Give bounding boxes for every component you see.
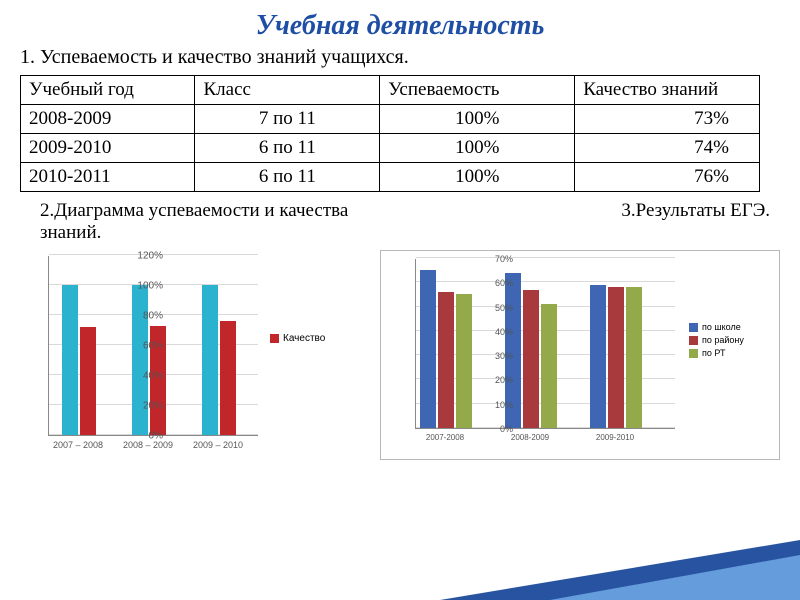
col-class: Класс bbox=[195, 76, 380, 105]
legend-item: по школе bbox=[689, 322, 744, 332]
col-perf: Успеваемость bbox=[380, 76, 575, 105]
bar bbox=[420, 270, 436, 428]
bar bbox=[626, 287, 642, 428]
legend-item: по РТ bbox=[689, 348, 744, 358]
bar bbox=[541, 304, 557, 428]
bar bbox=[590, 285, 606, 428]
chart-ege-results: 0%10%20%30%40%50%60%70% 2007-20082008-20… bbox=[380, 250, 780, 460]
col-qual: Качество знаний bbox=[575, 76, 760, 105]
chart-performance-quality: 0%20%40%60%80%100%120% 2007 – 20082008 –… bbox=[8, 248, 378, 488]
legend-item: по району bbox=[689, 335, 744, 345]
bar bbox=[202, 285, 218, 435]
chart1-legend: Качество bbox=[270, 333, 325, 344]
bar bbox=[132, 285, 148, 435]
bar bbox=[456, 294, 472, 428]
table-header-row: Учебный год Класс Успеваемость Качество … bbox=[21, 76, 760, 105]
section1-label: 1. Успеваемость и качество знаний учащих… bbox=[0, 46, 800, 75]
bar bbox=[220, 321, 236, 435]
section2-label: 2.Диаграмма успеваемости и качества знан… bbox=[40, 200, 370, 244]
corner-decoration-front bbox=[550, 555, 800, 600]
col-year: Учебный год bbox=[21, 76, 195, 105]
charts-area: 0%20%40%60%80%100%120% 2007 – 20082008 –… bbox=[0, 248, 800, 518]
section3-label: 3.Результаты ЕГЭ. bbox=[621, 200, 770, 244]
legend-item: Качество bbox=[270, 333, 325, 344]
table-row: 2010-20116 по 11100%76% bbox=[21, 163, 760, 192]
chart2-legend: по школе по району по РТ bbox=[689, 319, 744, 361]
bar bbox=[608, 287, 624, 428]
bar bbox=[523, 290, 539, 428]
page-title: Учебная деятельность bbox=[0, 0, 800, 46]
bar bbox=[80, 327, 96, 435]
performance-table: Учебный год Класс Успеваемость Качество … bbox=[20, 75, 760, 192]
table-row: 2009-20106 по 11100%74% bbox=[21, 134, 760, 163]
bar bbox=[438, 292, 454, 428]
bar bbox=[62, 285, 78, 435]
table-row: 2008-20097 по 11100%73% bbox=[21, 105, 760, 134]
